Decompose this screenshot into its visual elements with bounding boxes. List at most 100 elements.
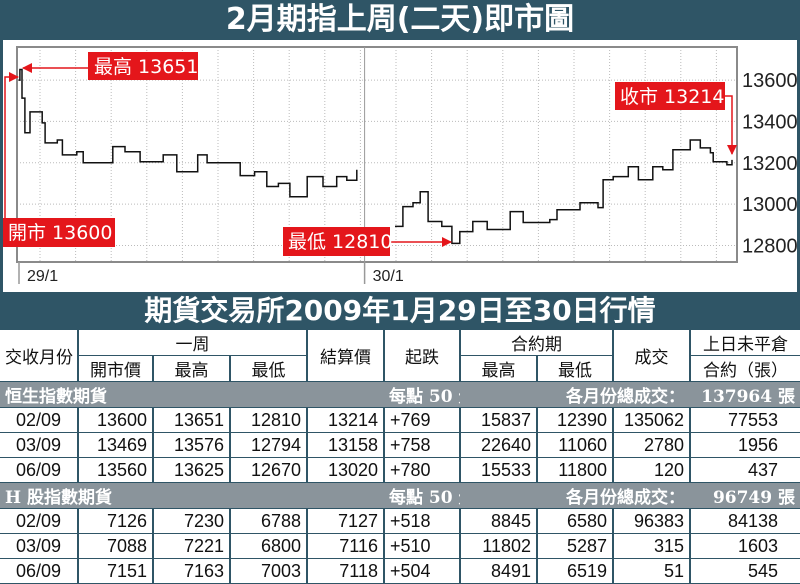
section-total-label: 各月份總成交： — [537, 381, 691, 408]
annotation-low-label: 最低 12810 — [288, 231, 392, 253]
section-total: 96749 張 — [690, 482, 800, 509]
cell-change: +510 — [384, 533, 462, 559]
cell-settle: 13020 — [307, 457, 386, 483]
cell-settle: 13214 — [307, 407, 386, 433]
annotation-low: 最低 12810 — [283, 227, 452, 256]
col-open: 開市價 — [78, 355, 154, 382]
table-row: 02/09 13600 13651 12810 13214 +769 15837 12390 1… — [0, 407, 800, 433]
header-row-2: 開市價 最高 最低 最高 最低 合約（張） — [0, 355, 800, 382]
cell-low: 12670 — [230, 457, 309, 483]
y-tick-label: 13200 — [742, 153, 797, 175]
cell-open-interest: 437 — [690, 457, 800, 483]
col-contract-low: 最低 — [537, 355, 615, 382]
futures-table: 交收月份 一周 結算價 起跌 合約期 成交 上日未平倉 開市價 最高 最低 最高… — [0, 330, 800, 584]
section-name: 恒生指數期貨 — [0, 381, 385, 408]
col-month: 交收月份 — [0, 330, 79, 382]
col-contract: 合約期 — [460, 330, 615, 356]
section-spacer — [460, 381, 538, 408]
cell-low: 6788 — [230, 508, 309, 534]
section-spacer — [460, 482, 538, 509]
price-chart: 13600 13400 13200 13000 12800 29/1 30/1 最高 13… — [3, 46, 797, 285]
cell-change: +769 — [384, 407, 462, 433]
cell-change: +518 — [384, 508, 462, 534]
cell-low: 12794 — [230, 432, 309, 458]
section-per-point: 每點 50 元 — [384, 482, 461, 509]
section-total-label: 各月份總成交： — [537, 482, 691, 509]
x-day-label: 30/1 — [373, 268, 404, 285]
cell-volume: 96383 — [613, 508, 692, 534]
y-tick-label: 13600 — [742, 70, 797, 92]
table-row: 03/09 7088 7221 6800 7116 +510 11802 5287 315 160… — [0, 533, 800, 559]
cell-volume: 135062 — [613, 407, 692, 433]
cell-open-interest: 77553 — [690, 407, 800, 433]
cell-contract-high: 11802 — [460, 533, 539, 559]
cell-volume: 315 — [613, 533, 692, 559]
plot-frame — [16, 46, 738, 263]
cell-open-interest: 1956 — [690, 432, 800, 458]
annotation-high: 最高 13651 — [22, 52, 198, 80]
section-per-point: 每點 50 元 — [384, 381, 461, 408]
cell-settle: 13158 — [307, 432, 386, 458]
cell-settle: 7127 — [307, 508, 386, 534]
chart-title: 2月期指上周(二天)即市圖 — [225, 2, 575, 37]
cell-contract-low: 12390 — [537, 407, 615, 433]
col-volume: 成交 — [613, 330, 692, 382]
table-row: 02/09 7126 7230 6788 7127 +518 8845 6580 96383 84… — [0, 508, 800, 534]
section-total: 137964 張 — [690, 381, 800, 408]
cell-change: +758 — [384, 432, 462, 458]
y-tick-label: 13400 — [742, 111, 797, 133]
annotation-close-label: 收市 13214 — [620, 86, 724, 108]
cell-volume: 120 — [613, 457, 692, 483]
cell-month: 06/09 — [0, 457, 79, 483]
cell-open-interest: 1603 — [690, 533, 800, 559]
col-change: 起跌 — [384, 330, 462, 382]
y-tick-label: 13000 — [742, 194, 797, 216]
col-settle: 結算價 — [307, 330, 386, 382]
cell-month: 03/09 — [0, 533, 79, 559]
cell-open: 7088 — [78, 533, 154, 559]
annotation-open-label: 開市 13600 — [8, 222, 112, 244]
cell-high: 13651 — [153, 407, 231, 433]
cell-high: 13576 — [153, 432, 231, 458]
col-oi: 上日未平倉 — [690, 330, 800, 356]
chart-panel: 13600 13400 13200 13000 12800 29/1 30/1 最高 13… — [3, 40, 797, 292]
col-week: 一周 — [78, 330, 309, 356]
table-title: 期貨交易所2009年1月29日至30日行情 — [144, 294, 656, 327]
col-low: 最低 — [230, 355, 309, 382]
cell-open: 13600 — [78, 407, 154, 433]
col-high: 最高 — [153, 355, 231, 382]
price-line-29-1 — [18, 68, 358, 198]
x-day-label: 29/1 — [27, 268, 58, 285]
cell-open: 13560 — [78, 457, 154, 483]
cell-open: 7126 — [78, 508, 154, 534]
table-row: 06/09 13560 13625 12670 13020 +780 15533 11800 1… — [0, 457, 800, 483]
cell-change: +780 — [384, 457, 462, 483]
cell-contract-high: 15837 — [460, 407, 539, 433]
y-tick-label: 12800 — [742, 235, 797, 257]
cell-high: 7230 — [153, 508, 231, 534]
cell-low: 6800 — [230, 533, 309, 559]
price-line-30-1 — [395, 139, 733, 245]
cell-high: 13625 — [153, 457, 231, 483]
annotation-open: 開市 13600 — [3, 72, 115, 247]
cell-contract-low: 6580 — [537, 508, 615, 534]
cell-settle: 7116 — [307, 533, 386, 559]
cell-contract-high: 22640 — [460, 432, 539, 458]
col-contract-high: 最高 — [460, 355, 539, 382]
cell-contract-low: 11060 — [537, 432, 615, 458]
cell-contract-high: 15533 — [460, 457, 539, 483]
cell-contract-low: 11800 — [537, 457, 615, 483]
annotation-high-label: 最高 13651 — [94, 56, 198, 78]
cell-month: 02/09 — [0, 508, 79, 534]
annotation-close: 收市 13214 — [615, 82, 737, 155]
cell-volume: 2780 — [613, 432, 692, 458]
cell-open: 13469 — [78, 432, 154, 458]
cell-month: 02/09 — [0, 407, 79, 433]
col-oi-unit: 合約（張） — [690, 355, 800, 382]
cell-contract-high: 8845 — [460, 508, 539, 534]
cell-open-interest: 84138 — [690, 508, 800, 534]
table-row: 03/09 13469 13576 12794 13158 +758 22640 11060 2… — [0, 432, 800, 458]
section-name: H 股指數期貨 — [0, 482, 385, 509]
